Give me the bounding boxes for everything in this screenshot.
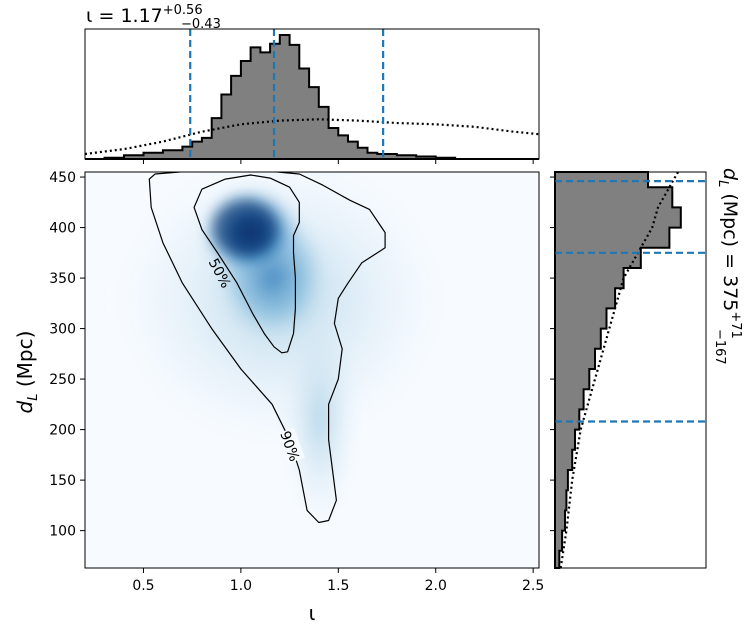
right-title-value: 375: [719, 275, 741, 311]
right-title-upper: +71: [728, 311, 743, 338]
top-marginal-ticks: [142, 159, 534, 164]
y-axis-label: dL (Mpc): [13, 331, 41, 414]
joint-x-ticks: 0.5 1.0 1.5 2.0 2.5: [132, 568, 544, 594]
right-title-mid: (Mpc) =: [719, 187, 741, 275]
top-title-lower: −0.43: [181, 17, 221, 32]
joint-panel: 50% 90% 0.5 1.0 1.5 2.0 2.5 1001502002503003…: [13, 170, 544, 625]
x-tick-label: 0.5: [132, 578, 154, 594]
top-title-value: 1.17: [120, 5, 162, 27]
right-title-sub: L: [715, 180, 730, 187]
right-marginal-prior-curve: [559, 171, 679, 569]
y-tick-label: 200: [49, 423, 76, 439]
y-tick-label: 450: [49, 170, 76, 186]
right-title-prefix: d: [719, 168, 741, 181]
y-tick-label: 400: [49, 221, 76, 237]
contour-90: [148, 172, 386, 524]
top-marginal-title: ι = 1.17+0.56 −0.43: [86, 3, 221, 32]
joint-frame: [84, 171, 540, 569]
top-prior-line: [84, 118, 540, 156]
x-tick-label: 2.0: [425, 578, 447, 594]
density-tail: [280, 310, 360, 530]
y-tick-label: 350: [49, 271, 76, 287]
top-marginal-histogram: [85, 34, 539, 160]
top-histogram-steps: [85, 34, 539, 160]
right-marginal-title: dL (Mpc) = 375+71−167: [712, 168, 743, 365]
right-prior-line: [559, 171, 679, 569]
top-marginal-prior-curve: [84, 118, 540, 156]
y-axis-label-sub: L: [26, 393, 41, 400]
right-marginal-panel: dL (Mpc) = 375+71−167: [550, 168, 743, 569]
top-title-prefix: ι =: [86, 5, 120, 27]
y-axis-label-unit: (Mpc): [13, 331, 37, 394]
density-core-inner: [213, 200, 277, 256]
y-tick-label: 150: [49, 473, 76, 489]
x-tick-label: 2.5: [522, 578, 544, 594]
x-axis-label: ι: [309, 601, 316, 625]
y-tick-label: 250: [49, 372, 76, 388]
right-marginal-credible-lines: [555, 179, 706, 423]
joint-contours: [148, 172, 386, 524]
y-axis-label-main: d: [13, 400, 37, 413]
x-tick-label: 1.5: [327, 578, 349, 594]
right-marginal-ticks: [550, 176, 555, 532]
contour-50: [193, 174, 300, 354]
right-histogram-steps: [554, 171, 682, 569]
top-marginal-frame: [84, 28, 540, 160]
right-title-lower: −167: [712, 329, 727, 365]
right-marginal-histogram: [554, 171, 682, 569]
y-tick-label: 100: [49, 524, 76, 540]
top-marginal-panel: ι = 1.17+0.56 −0.43: [84, 3, 540, 164]
top-title-upper: +0.56: [163, 3, 203, 18]
right-marginal-frame: [554, 171, 707, 569]
joint-y-ticks: 100 150 200 250 300 350 400 450: [49, 170, 85, 540]
x-tick-label: 1.0: [230, 578, 252, 594]
y-tick-label: 300: [49, 322, 76, 338]
